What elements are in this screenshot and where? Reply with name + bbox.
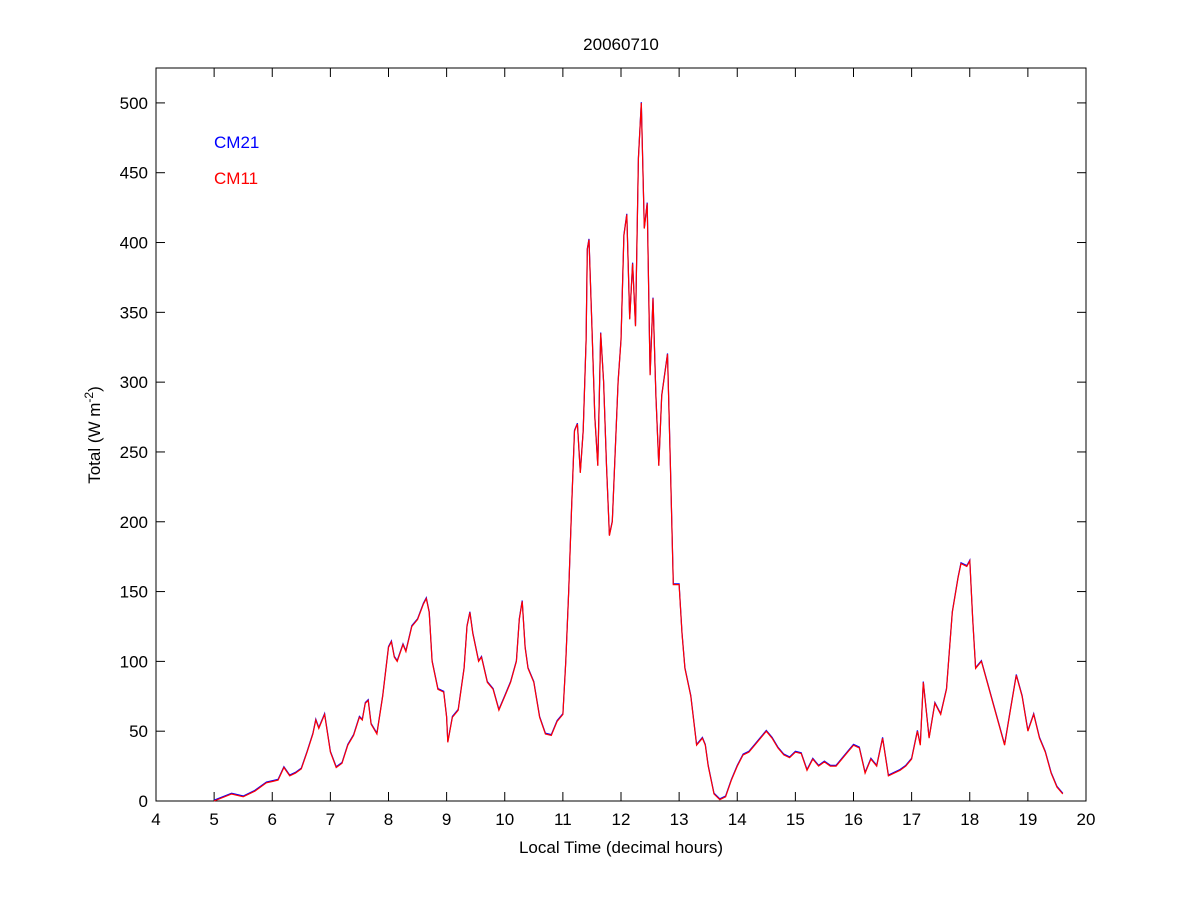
y-tick-label: 450 bbox=[120, 164, 148, 183]
legend-cm11: CM11 bbox=[214, 169, 258, 188]
legend-cm21: CM21 bbox=[214, 133, 259, 152]
x-tick-label: 6 bbox=[268, 810, 277, 829]
x-tick-label: 8 bbox=[384, 810, 393, 829]
x-tick-label: 16 bbox=[844, 810, 863, 829]
x-tick-label: 17 bbox=[902, 810, 921, 829]
x-tick-label: 20 bbox=[1077, 810, 1096, 829]
y-tick-label: 100 bbox=[120, 652, 148, 671]
x-tick-label: 9 bbox=[442, 810, 451, 829]
x-tick-label: 15 bbox=[786, 810, 805, 829]
x-tick-label: 13 bbox=[670, 810, 689, 829]
y-tick-label: 300 bbox=[120, 373, 148, 392]
x-tick-label: 14 bbox=[728, 810, 747, 829]
y-tick-label: 500 bbox=[120, 94, 148, 113]
y-tick-label: 400 bbox=[120, 234, 148, 253]
x-tick-label: 10 bbox=[495, 810, 514, 829]
y-tick-label: 350 bbox=[120, 303, 148, 322]
series-line-cm11 bbox=[213, 102, 1064, 802]
x-tick-label: 11 bbox=[554, 810, 572, 829]
y-axis-label: Total (W m-2) bbox=[82, 386, 104, 484]
x-tick-label: 5 bbox=[209, 810, 218, 829]
y-tick-label: 150 bbox=[120, 583, 148, 602]
x-tick-label: 4 bbox=[151, 810, 160, 829]
x-tick-label: 12 bbox=[612, 810, 631, 829]
y-tick-label: 200 bbox=[120, 513, 148, 532]
x-tick-label: 19 bbox=[1018, 810, 1037, 829]
x-tick-label: 18 bbox=[960, 810, 979, 829]
y-tick-label: 50 bbox=[129, 722, 148, 741]
plot-area bbox=[155, 67, 1087, 802]
y-tick-label: 250 bbox=[120, 443, 148, 462]
chart-title: 20060710 bbox=[583, 35, 659, 54]
x-tick-label: 7 bbox=[326, 810, 335, 829]
y-tick-label: 0 bbox=[139, 792, 148, 811]
x-axis-label: Local Time (decimal hours) bbox=[519, 838, 723, 857]
